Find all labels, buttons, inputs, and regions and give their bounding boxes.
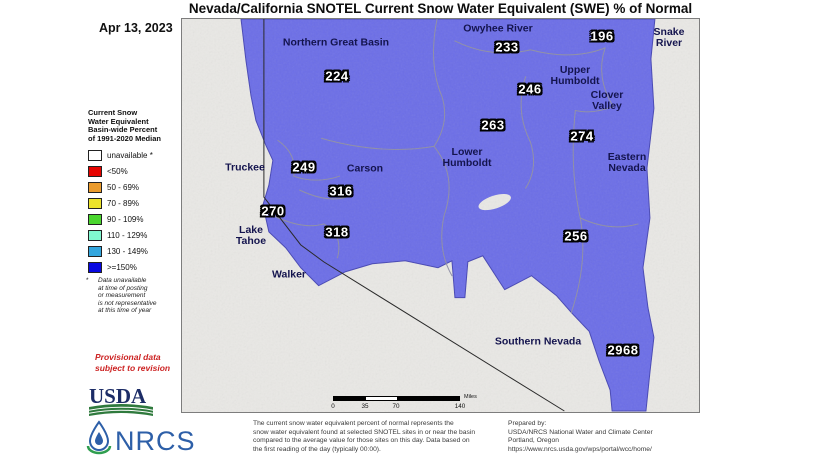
basin-label: Truckee (225, 161, 265, 174)
legend-swatch (88, 261, 102, 273)
basin-label: Snake River (653, 26, 685, 49)
green-swoosh-icon (86, 445, 112, 455)
legend-swatch (88, 213, 102, 225)
legend-label: unavailable * (107, 150, 153, 160)
legend-swatch (88, 245, 102, 257)
legend-swatch (88, 165, 102, 177)
footer-description: The current snow water equivalent percen… (253, 420, 476, 454)
basin-value: 263 (481, 117, 505, 133)
legend-label: <50% (107, 166, 128, 176)
basin-label: Southern Nevada (494, 335, 582, 348)
basin-label: Owyhee River (463, 22, 533, 35)
scale-seg-2 (366, 397, 397, 400)
scale-unit-label: Miles (464, 394, 477, 400)
date-label: Apr 13, 2023 (99, 21, 173, 35)
usda-stripe-line-1 (88, 406, 154, 411)
basin-label: Eastern Nevada (607, 151, 647, 174)
nrcs-logo-text: NRCS (115, 426, 196, 456)
footnote-text: Data unavailable at time of posting or m… (98, 277, 157, 315)
legend-swatch (88, 181, 102, 193)
map-annotations-layer: Northern Great Basin Owyhee River Snake Ri… (182, 19, 699, 412)
scale-bar: Miles 0 35 70 140 (331, 394, 493, 412)
footnote-asterisk: * (86, 277, 89, 284)
basin-map-graphic (182, 19, 699, 412)
legend-item: 50 - 69% (88, 179, 183, 195)
usda-logo: USDA (88, 384, 160, 424)
basin-value: 256 (564, 228, 588, 244)
legend-label: 110 - 129% (107, 230, 148, 240)
basin-value: 233 (495, 39, 519, 55)
legend-title: Current Snow Water Equivalent Basin-wide… (88, 108, 161, 143)
legend-item: 130 - 149% (88, 243, 183, 259)
provisional-note: Provisional data subject to revision (95, 352, 171, 373)
legend-label: 130 - 149% (107, 246, 148, 256)
state-border-line (263, 19, 565, 412)
scale-tick-140: 140 (454, 403, 466, 410)
basin-label: Lake Tahoe (235, 224, 267, 247)
usda-stripe-line-2 (88, 409, 154, 414)
basin-value: 224 (325, 68, 349, 84)
legend-item: 90 - 109% (88, 211, 183, 227)
water-drop-inner (95, 432, 103, 445)
legend-item: 110 - 129% (88, 227, 183, 243)
legend-swatch (88, 197, 102, 209)
legend-label: >=150% (107, 262, 137, 272)
scale-tick-35: 35 (361, 403, 369, 410)
basin-label: Lower Humboldt (442, 146, 492, 169)
legend-footnote: * Data unavailable at time of posting or… (86, 277, 182, 315)
legend-label: 70 - 89% (107, 198, 140, 208)
legend-item: unavailable * (88, 147, 183, 163)
basin-label: Upper Humboldt (550, 64, 600, 87)
scale-tick-0: 0 (331, 403, 335, 410)
footer-credit: Prepared by: USDA/NRCS National Water an… (508, 420, 653, 454)
legend-swatch (88, 149, 102, 161)
terrain-noise-texture (182, 19, 699, 412)
legend-label: 90 - 109% (107, 214, 144, 224)
legend: Current Snow Water Equivalent Basin-wide… (88, 108, 183, 275)
basin-label: Clover Valley (590, 89, 624, 112)
legend-item: 70 - 89% (88, 195, 183, 211)
basin-value: 246 (518, 81, 542, 97)
scale-tick-70: 70 (392, 403, 400, 410)
basin-value: 316 (329, 183, 353, 199)
basin-label: Carson (346, 162, 384, 175)
legend-label: 50 - 69% (107, 182, 140, 192)
basin-value: 270 (261, 203, 285, 219)
legend-item: <50% (88, 163, 183, 179)
usda-logo-text: USDA (89, 386, 147, 408)
basin-value: 196 (590, 28, 614, 44)
legend-rows: unavailable * <50% 50 - 69% 70 - 89% 90 - 10… (88, 147, 183, 275)
basin-value: 274 (570, 128, 594, 144)
legend-item: >=150% (88, 259, 183, 275)
basin-label: Northern Great Basin (282, 36, 390, 49)
scale-seg-3 (397, 397, 459, 400)
basin-label: Walker (271, 268, 307, 281)
scale-bar-graphic (333, 396, 460, 401)
basin-value: 318 (325, 224, 349, 240)
legend-swatch (88, 229, 102, 241)
basin-value: 249 (292, 159, 316, 175)
nrcs-logo: NRCS (86, 419, 196, 461)
scale-seg-1 (334, 397, 366, 400)
map-canvas: Northern Great Basin Owyhee River Snake Ri… (181, 18, 700, 413)
basin-value: 2968 (607, 342, 639, 358)
page-title: Nevada/California SNOTEL Current Snow Wa… (188, 1, 693, 16)
